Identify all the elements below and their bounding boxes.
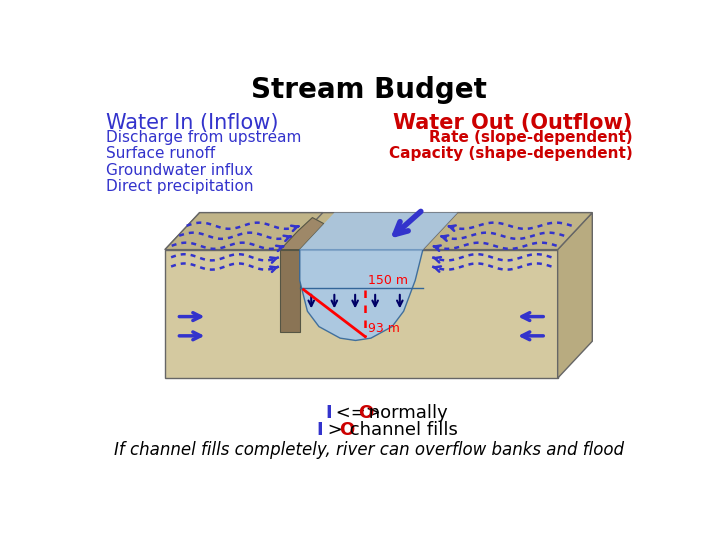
Text: O: O [358,403,373,422]
Text: Stream Budget: Stream Budget [251,76,487,104]
Text: Capacity (shape-dependent): Capacity (shape-dependent) [389,146,632,161]
Text: Rate (slope-dependent): Rate (slope-dependent) [428,130,632,145]
Polygon shape [281,249,300,332]
Text: Surface runoff: Surface runoff [106,146,215,161]
Polygon shape [423,213,593,249]
Text: Water Out (Outflow): Water Out (Outflow) [393,112,632,132]
Text: Discharge from upstream: Discharge from upstream [106,130,301,145]
Text: Groundwater influx: Groundwater influx [106,163,253,178]
Text: If channel fills completely, river can overflow banks and flood: If channel fills completely, river can o… [114,441,624,458]
Text: channel fills: channel fills [344,421,458,438]
Polygon shape [165,249,558,378]
Text: 150 m: 150 m [368,274,408,287]
Text: Water In (Inflow): Water In (Inflow) [106,112,278,132]
Text: Direct precipitation: Direct precipitation [106,179,253,194]
Polygon shape [281,218,324,249]
Text: normally: normally [364,403,449,422]
Text: O: O [338,421,354,438]
Polygon shape [165,213,593,249]
Text: 93 m: 93 m [368,322,400,335]
Polygon shape [558,213,593,378]
Text: I: I [317,421,323,438]
Polygon shape [300,249,423,340]
Text: >: > [323,421,348,438]
Polygon shape [165,213,323,249]
Text: <=>: <=> [330,403,387,422]
Text: I: I [325,403,332,422]
Polygon shape [300,213,457,249]
